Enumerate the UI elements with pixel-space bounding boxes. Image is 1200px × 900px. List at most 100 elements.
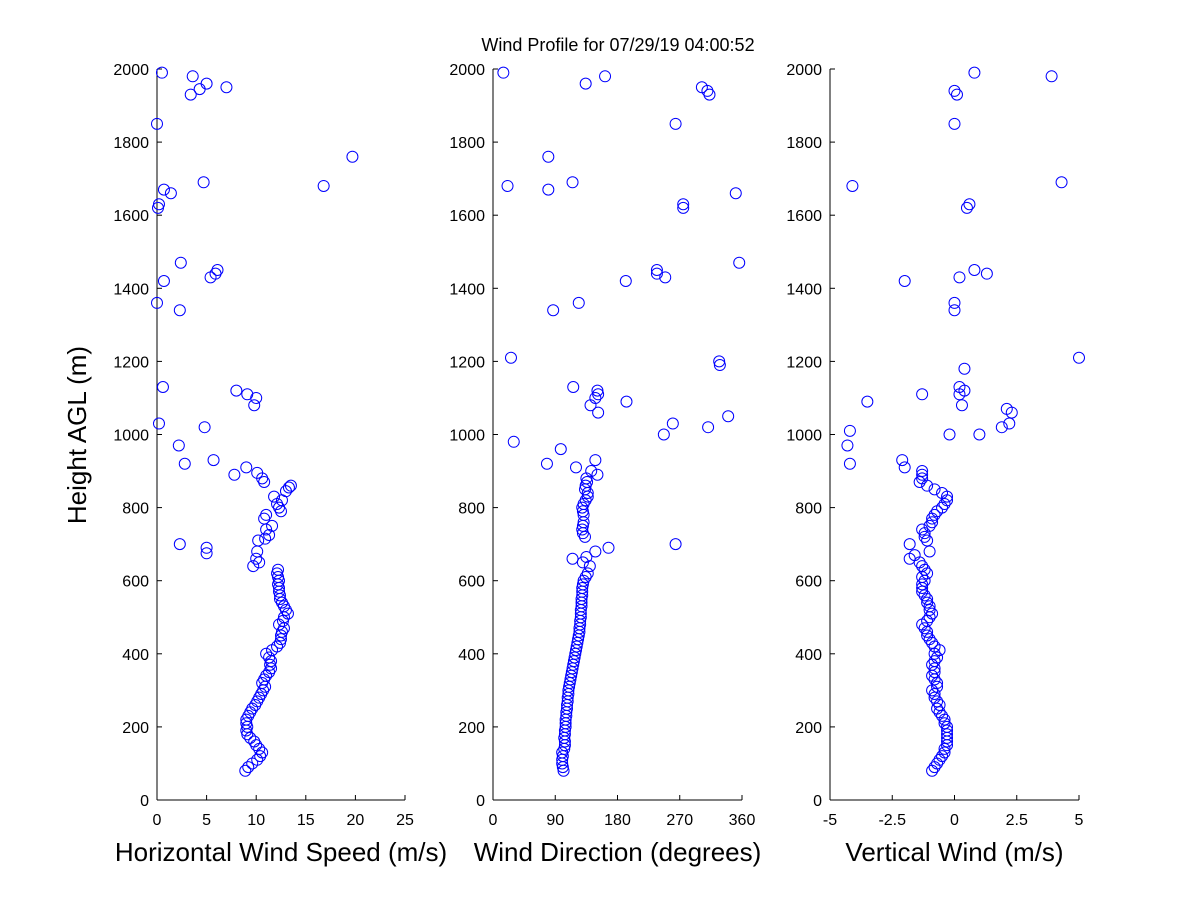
speed-data-point xyxy=(263,651,276,664)
vertical-data-point xyxy=(921,614,934,627)
speed-data-point xyxy=(260,647,273,660)
direction-data-point xyxy=(576,582,589,595)
speed-data-point xyxy=(271,567,284,580)
speed-x-tick-label: 25 xyxy=(396,812,414,829)
speed-data-point xyxy=(204,271,217,284)
vertical-data-point xyxy=(921,534,934,547)
vertical-data-point xyxy=(923,633,936,646)
speed-data-point xyxy=(240,461,253,474)
vertical-data-point xyxy=(928,640,941,653)
vertical-data-point xyxy=(928,691,941,704)
direction-y-tick-label: 800 xyxy=(458,501,485,518)
vertical-data-point xyxy=(903,538,916,551)
vertical-data-point xyxy=(918,622,931,635)
speed-data-point xyxy=(152,198,165,211)
speed-data-point xyxy=(273,574,286,587)
vertical-data-point xyxy=(938,746,951,759)
speed-data-point xyxy=(260,508,273,521)
direction-x-tick-label: 0 xyxy=(489,812,498,829)
direction-y-tick-label: 1800 xyxy=(449,135,485,152)
speed-data-point xyxy=(193,83,206,96)
vertical-data-point xyxy=(958,362,971,375)
direction-data-point xyxy=(554,443,567,456)
direction-data-point xyxy=(570,461,582,474)
direction-y-tick-label: 600 xyxy=(458,574,485,591)
direction-panel: 0 200 400 600 800 1000 1200 1400 1600 1800 2000 0 90… xyxy=(449,62,761,867)
speed-data-point xyxy=(152,417,165,430)
vertical-x-tick-label: 5 xyxy=(1075,812,1084,829)
vertical-data-point xyxy=(923,519,936,532)
speed-y-tick-label: 1400 xyxy=(113,281,149,298)
vertical-y-tick-label: 400 xyxy=(795,647,822,664)
vertical-data-point xyxy=(968,264,981,277)
vertical-x-tick-label: -5 xyxy=(823,812,837,829)
vertical-data-point xyxy=(916,388,929,401)
speed-data-point xyxy=(259,532,272,545)
vertical-data-point xyxy=(843,457,856,470)
direction-data-point xyxy=(669,538,682,551)
direction-y-tick-label: 0 xyxy=(476,793,485,810)
vertical-data-point xyxy=(950,88,963,101)
vertical-data-point xyxy=(941,720,954,733)
direction-data-point xyxy=(702,421,715,434)
speed-data-point xyxy=(220,81,233,94)
vertical-data-point xyxy=(1055,176,1068,189)
speed-data-point xyxy=(242,761,255,774)
vertical-data-point xyxy=(936,486,949,499)
speed-data-point xyxy=(178,457,191,470)
speed-data-point xyxy=(271,640,284,653)
speed-data-point xyxy=(256,746,269,759)
direction-y-tick-label: 1400 xyxy=(449,281,485,298)
vertical-data-point xyxy=(913,556,926,569)
vertical-y-tick-label: 1400 xyxy=(786,281,822,298)
direction-data-point xyxy=(589,545,602,558)
direction-data-point xyxy=(659,271,672,284)
vertical-data-point xyxy=(955,399,968,412)
speed-panel: 0 200 400 600 800 1000 1200 1400 1600 1800 2000 0 5 1… xyxy=(62,62,447,867)
direction-y-tick-label: 2000 xyxy=(449,62,485,79)
vertical-data-point xyxy=(958,384,971,397)
vertical-x-tick-label: 0 xyxy=(950,812,959,829)
vertical-data-point xyxy=(846,179,859,192)
vertical-data-point xyxy=(918,589,931,602)
speed-data-point xyxy=(317,179,330,192)
vertical-x-tick-label: -2.5 xyxy=(878,812,906,829)
speed-data-point xyxy=(155,66,168,79)
vertical-data-point xyxy=(941,728,954,741)
vertical-data-point xyxy=(841,439,854,452)
vertical-data-point xyxy=(938,717,951,730)
direction-data-point xyxy=(733,256,746,269)
direction-x-axis-label: Wind Direction (degrees) xyxy=(474,837,762,867)
direction-data-point xyxy=(602,541,615,554)
vertical-data-point xyxy=(918,530,931,543)
speed-data-point xyxy=(200,547,213,560)
direction-data-point xyxy=(507,435,520,448)
vertical-data-point xyxy=(923,545,936,558)
speed-y-tick-label: 1200 xyxy=(113,354,149,371)
vertical-data-point xyxy=(931,651,944,664)
direction-data-point xyxy=(677,201,690,214)
direction-data-point xyxy=(547,304,560,317)
vertical-data-point xyxy=(938,497,951,510)
vertical-data-point xyxy=(916,585,929,598)
direction-data-point xyxy=(657,428,670,441)
direction-data-point xyxy=(542,150,555,163)
direction-data-point xyxy=(572,296,585,309)
vertical-data-point xyxy=(1073,351,1085,364)
speed-data-point xyxy=(228,468,241,481)
direction-y-tick-label: 1600 xyxy=(449,208,485,225)
direction-data-point xyxy=(677,198,690,211)
direction-data-point xyxy=(540,457,553,470)
speed-data-point xyxy=(251,466,264,479)
vertical-data-point xyxy=(968,66,981,79)
vertical-data-point xyxy=(931,695,944,708)
direction-data-point xyxy=(713,359,726,372)
speed-data-point xyxy=(239,764,252,777)
speed-data-point xyxy=(253,742,266,755)
speed-y-tick-label: 800 xyxy=(122,501,149,518)
direction-data-point xyxy=(576,578,589,591)
vertical-data-point xyxy=(908,549,921,562)
speed-data-point xyxy=(198,421,211,434)
vertical-data-point xyxy=(926,764,939,777)
vertical-data-point xyxy=(948,84,961,97)
